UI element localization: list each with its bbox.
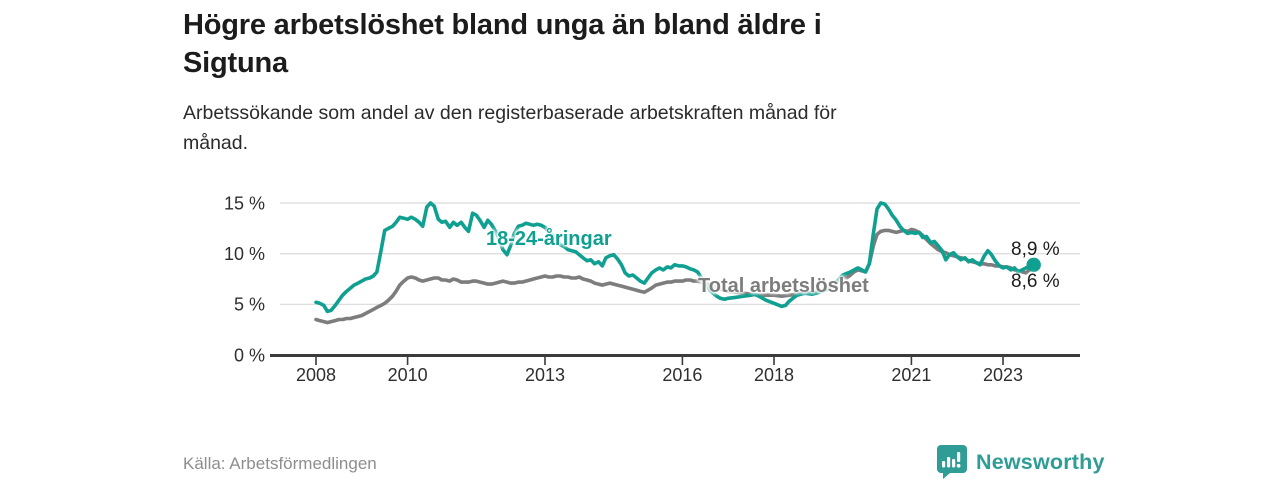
series-line-total (314, 227, 1036, 325)
y-tick-label: 0 % (234, 345, 265, 365)
brand-logo: Newsworthy (934, 444, 1105, 480)
source-note: Källa: Arbetsförmedlingen (183, 454, 377, 473)
subtitle-line-1: Arbetssökande som andel av den registerb… (183, 102, 837, 124)
series-label-young: 18-24-åringar (486, 228, 612, 250)
series-label-total: Total arbetslöshet (698, 275, 869, 297)
series-line-young (314, 201, 1036, 314)
x-tick-label: 2013 (525, 365, 565, 385)
x-tick-label: 2023 (983, 365, 1023, 385)
brand-name: Newsworthy (976, 449, 1105, 474)
series-end-dot (1026, 257, 1041, 273)
x-tick-label: 2018 (754, 365, 794, 385)
chart-subtitle: Arbetssökande som andel av den registerb… (183, 98, 1043, 158)
x-tick-label: 2010 (388, 365, 428, 385)
end-value-label-young: 8,9 % (1011, 239, 1060, 260)
newsworthy-icon (937, 445, 967, 479)
page-title: Högre arbetslöshet bland unga än bland ä… (183, 6, 1043, 82)
end-value-label-total: 8,6 % (1011, 271, 1060, 292)
subtitle-line-2: månad. (183, 132, 249, 154)
y-tick-label: 10 % (224, 244, 265, 264)
x-tick-label: 2008 (296, 365, 336, 385)
title-line-2: Sigtuna (183, 47, 288, 79)
title-line-1: Högre arbetslöshet bland unga än bland ä… (183, 9, 822, 41)
y-tick-label: 5 % (234, 295, 265, 315)
y-tick-label: 15 % (224, 193, 265, 213)
x-tick-label: 2016 (662, 365, 702, 385)
x-tick-label: 2021 (891, 365, 931, 385)
